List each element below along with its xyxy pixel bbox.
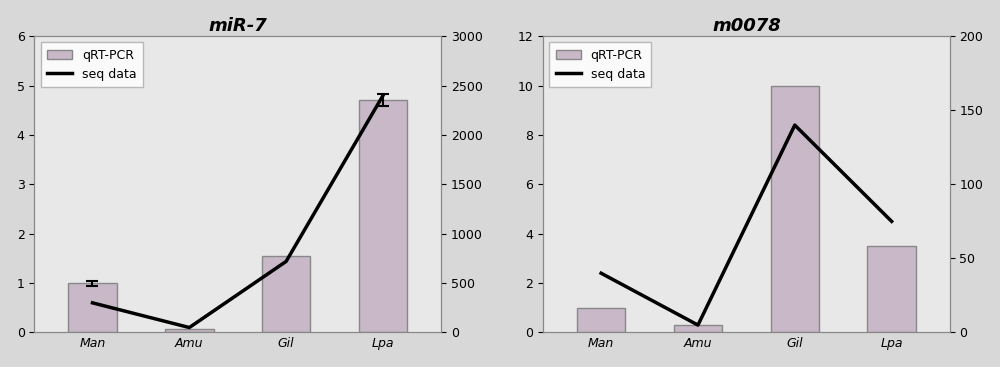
- Bar: [262, 256, 310, 333]
- Legend: qRT-PCR, seq data: qRT-PCR, seq data: [549, 43, 651, 87]
- Bar: [68, 283, 117, 333]
- Bar: [771, 86, 819, 333]
- Legend: qRT-PCR, seq data: qRT-PCR, seq data: [41, 43, 143, 87]
- Bar: [577, 308, 625, 333]
- Bar: [359, 101, 407, 333]
- Bar: [674, 325, 722, 333]
- Bar: [867, 246, 916, 333]
- Title: m0078: m0078: [712, 17, 781, 34]
- Bar: [165, 328, 214, 333]
- Title: miR-7: miR-7: [208, 17, 267, 34]
